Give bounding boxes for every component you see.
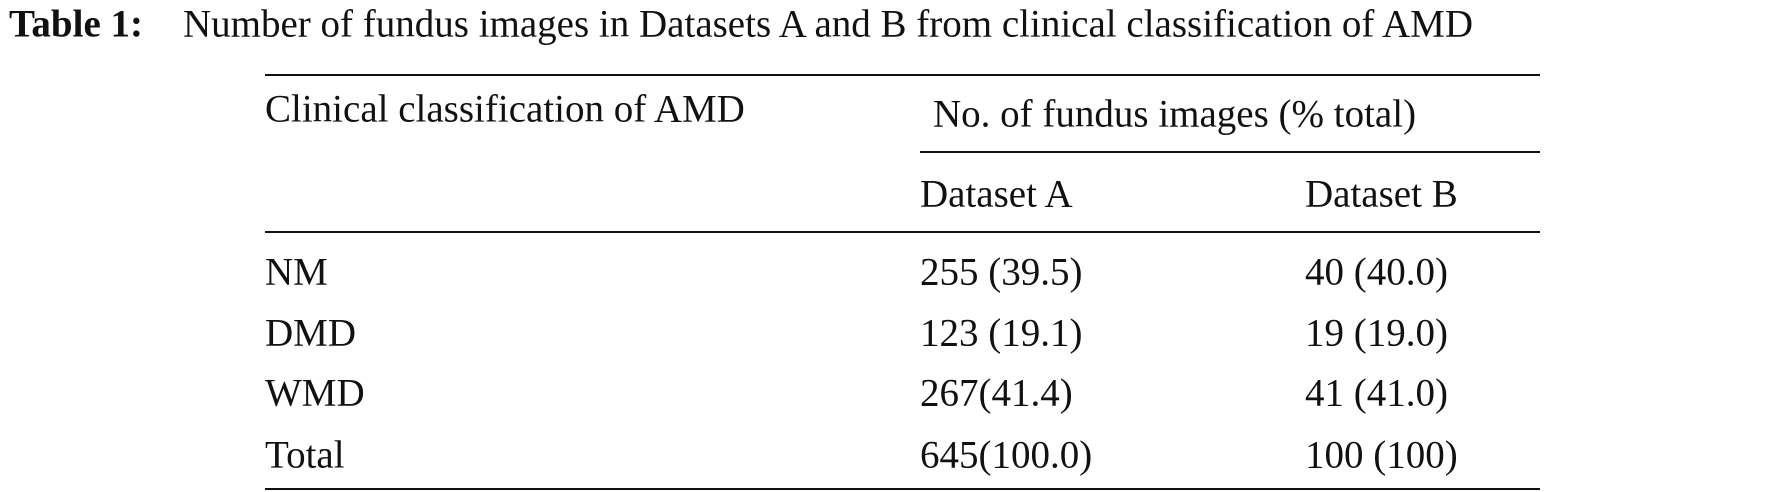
header-rule	[265, 231, 1540, 233]
cell: 645(100.0)	[920, 433, 1093, 477]
cell: 100 (100)	[1305, 433, 1458, 477]
group-header: No. of fundus images (% total)	[933, 92, 1417, 136]
cell: 123 (19.1)	[920, 311, 1083, 355]
row-label: NM	[265, 250, 328, 294]
cell: 255 (39.5)	[920, 250, 1083, 294]
cell: 267(41.4)	[920, 371, 1073, 415]
group-rule	[920, 151, 1540, 153]
column-header: Dataset A	[920, 172, 1073, 216]
caption-label: Table 1:	[9, 2, 144, 46]
row-header: Clinical classification of AMD	[265, 87, 745, 131]
caption-text: Number of fundus images in Datasets A an…	[183, 2, 1473, 46]
column-header: Dataset B	[1305, 172, 1458, 216]
top-rule	[265, 74, 1540, 76]
row-label: Total	[265, 433, 345, 477]
cell: 19 (19.0)	[1305, 311, 1448, 355]
row-label: DMD	[265, 311, 357, 355]
cell: 40 (40.0)	[1305, 250, 1448, 294]
cell: 41 (41.0)	[1305, 371, 1448, 415]
bottom-rule	[265, 488, 1540, 490]
row-label: WMD	[265, 371, 365, 415]
